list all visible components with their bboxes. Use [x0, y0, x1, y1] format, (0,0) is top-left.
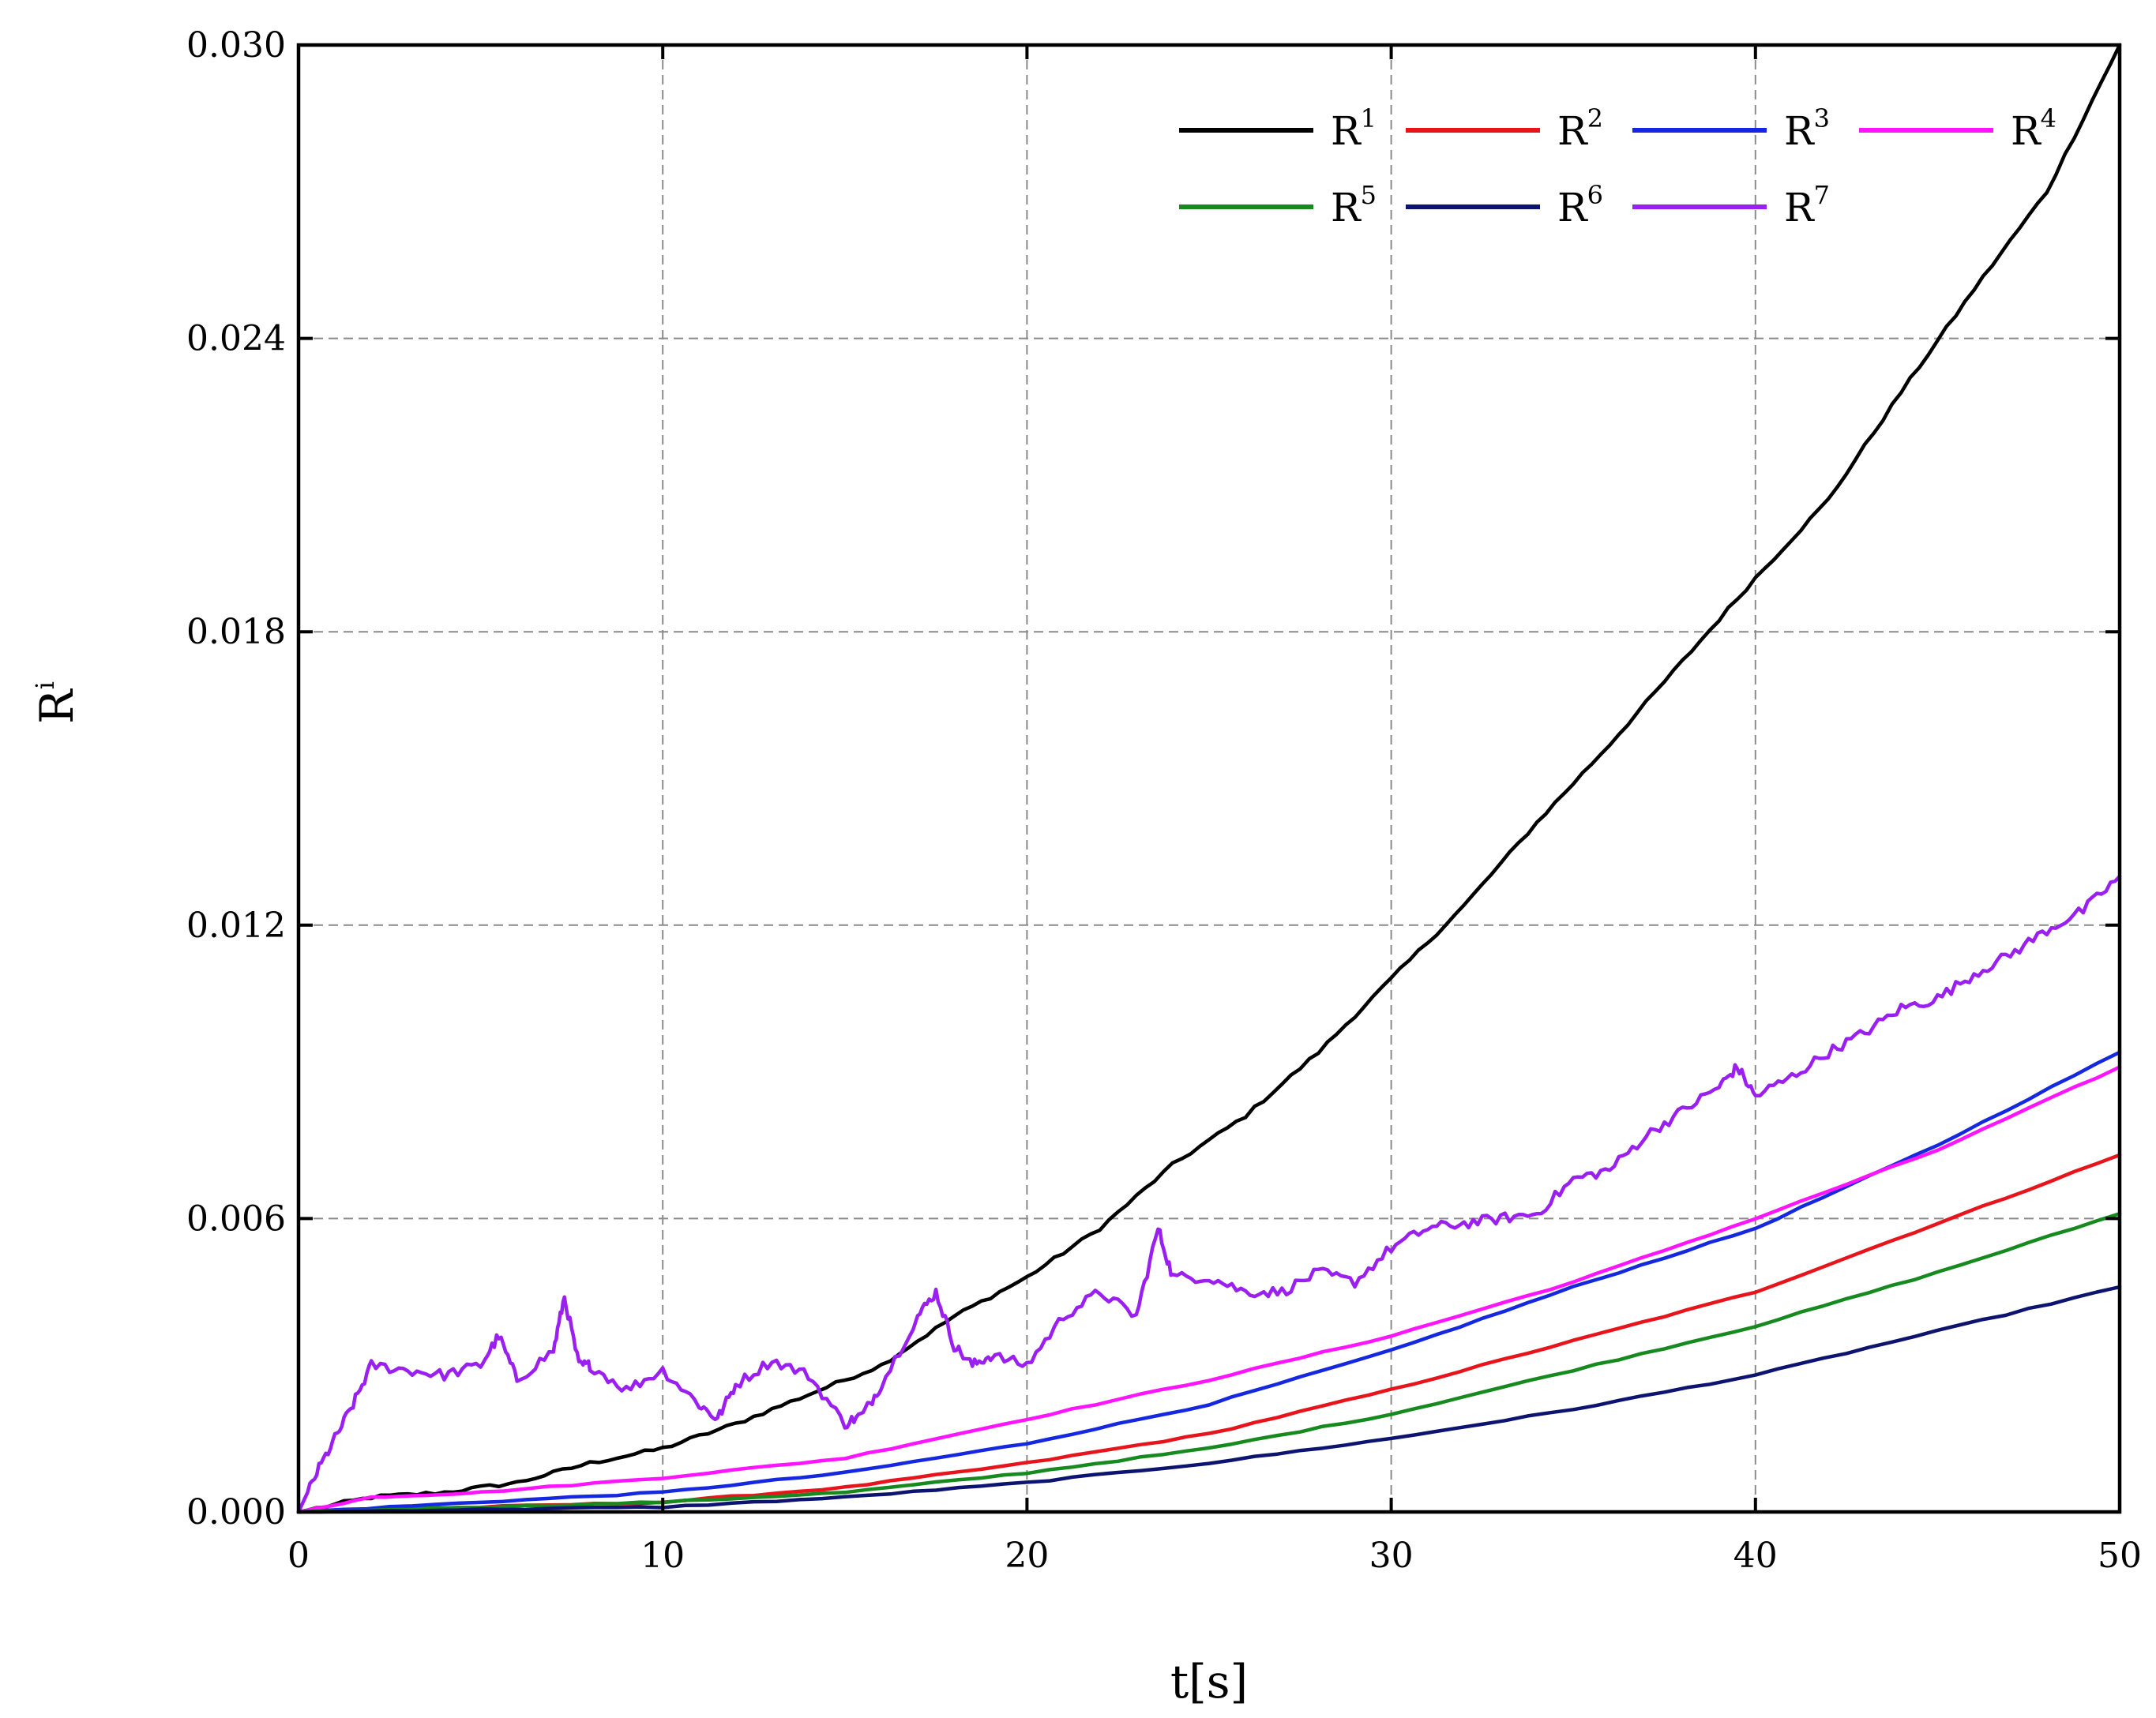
plot-frame: [296, 43, 2122, 1514]
x-tick-label: 50: [2098, 1536, 2142, 1576]
series-lines: [296, 43, 2122, 1514]
x-tick-label: 20: [1005, 1536, 1049, 1576]
legend-label-r1: R1: [1331, 103, 1377, 154]
y-tick-label: 0.018: [186, 612, 286, 652]
gridlines: [299, 45, 2120, 1512]
legend-label-r5: R5: [1331, 180, 1377, 231]
axis-ticks: [297, 43, 2121, 1514]
y-tick-labels: 0.000 0.006 0.012 0.018 0.024 0.030: [186, 25, 286, 1532]
x-tick-label: 30: [1369, 1536, 1414, 1576]
y-axis-title-base: R: [30, 688, 84, 724]
legend-label-base: R: [2011, 108, 2041, 154]
y-tick-label: 0.006: [186, 1198, 286, 1239]
x-tick-label: 0: [287, 1536, 310, 1576]
legend-label-base: R: [1784, 185, 1815, 231]
legend-label-base: R: [1557, 108, 1588, 154]
series-line-r7: [296, 874, 2122, 1514]
y-tick-label: 0.030: [186, 25, 286, 66]
y-axis-title-sup: i: [30, 681, 60, 689]
legend-label-base: R: [1331, 185, 1362, 231]
legend-label-base: R: [1784, 108, 1815, 154]
legend-label-base: R: [1331, 108, 1362, 154]
x-tick-label: 40: [1733, 1536, 1778, 1576]
legend-label-sup: 6: [1587, 180, 1603, 210]
series-line-r4: [296, 1065, 2122, 1514]
x-tick-label: 10: [640, 1536, 685, 1576]
legend-label-sup: 4: [2041, 103, 2056, 133]
series-line-r3: [296, 1050, 2122, 1514]
x-axis-title: t[s]: [1170, 1655, 1248, 1709]
legend-label-r6: R6: [1557, 180, 1603, 231]
legend-label-sup: 5: [1361, 180, 1377, 210]
legend-label-r7: R7: [1784, 180, 1830, 231]
series-line-r6: [296, 1285, 2122, 1514]
legend-label-base: R: [1557, 185, 1588, 231]
legend-label-sup: 7: [1814, 180, 1830, 210]
legend-label-r3: R3: [1784, 103, 1830, 154]
legend-label-sup: 1: [1361, 103, 1377, 133]
y-tick-label: 0.024: [186, 319, 286, 359]
legend-label-r2: R2: [1557, 103, 1603, 154]
series-line-r5: [296, 1211, 2122, 1514]
legend-label-sup: 2: [1587, 103, 1603, 133]
y-tick-label: 0.000: [186, 1492, 286, 1532]
legend-label-r4: R4: [2011, 103, 2056, 154]
legend-label-sup: 3: [1814, 103, 1830, 133]
series-line-r1: [296, 43, 2122, 1514]
y-tick-label: 0.012: [186, 906, 286, 946]
x-tick-labels: 0 10 20 30 40 50: [287, 1536, 2142, 1576]
y-axis-title: Ri: [30, 681, 84, 724]
